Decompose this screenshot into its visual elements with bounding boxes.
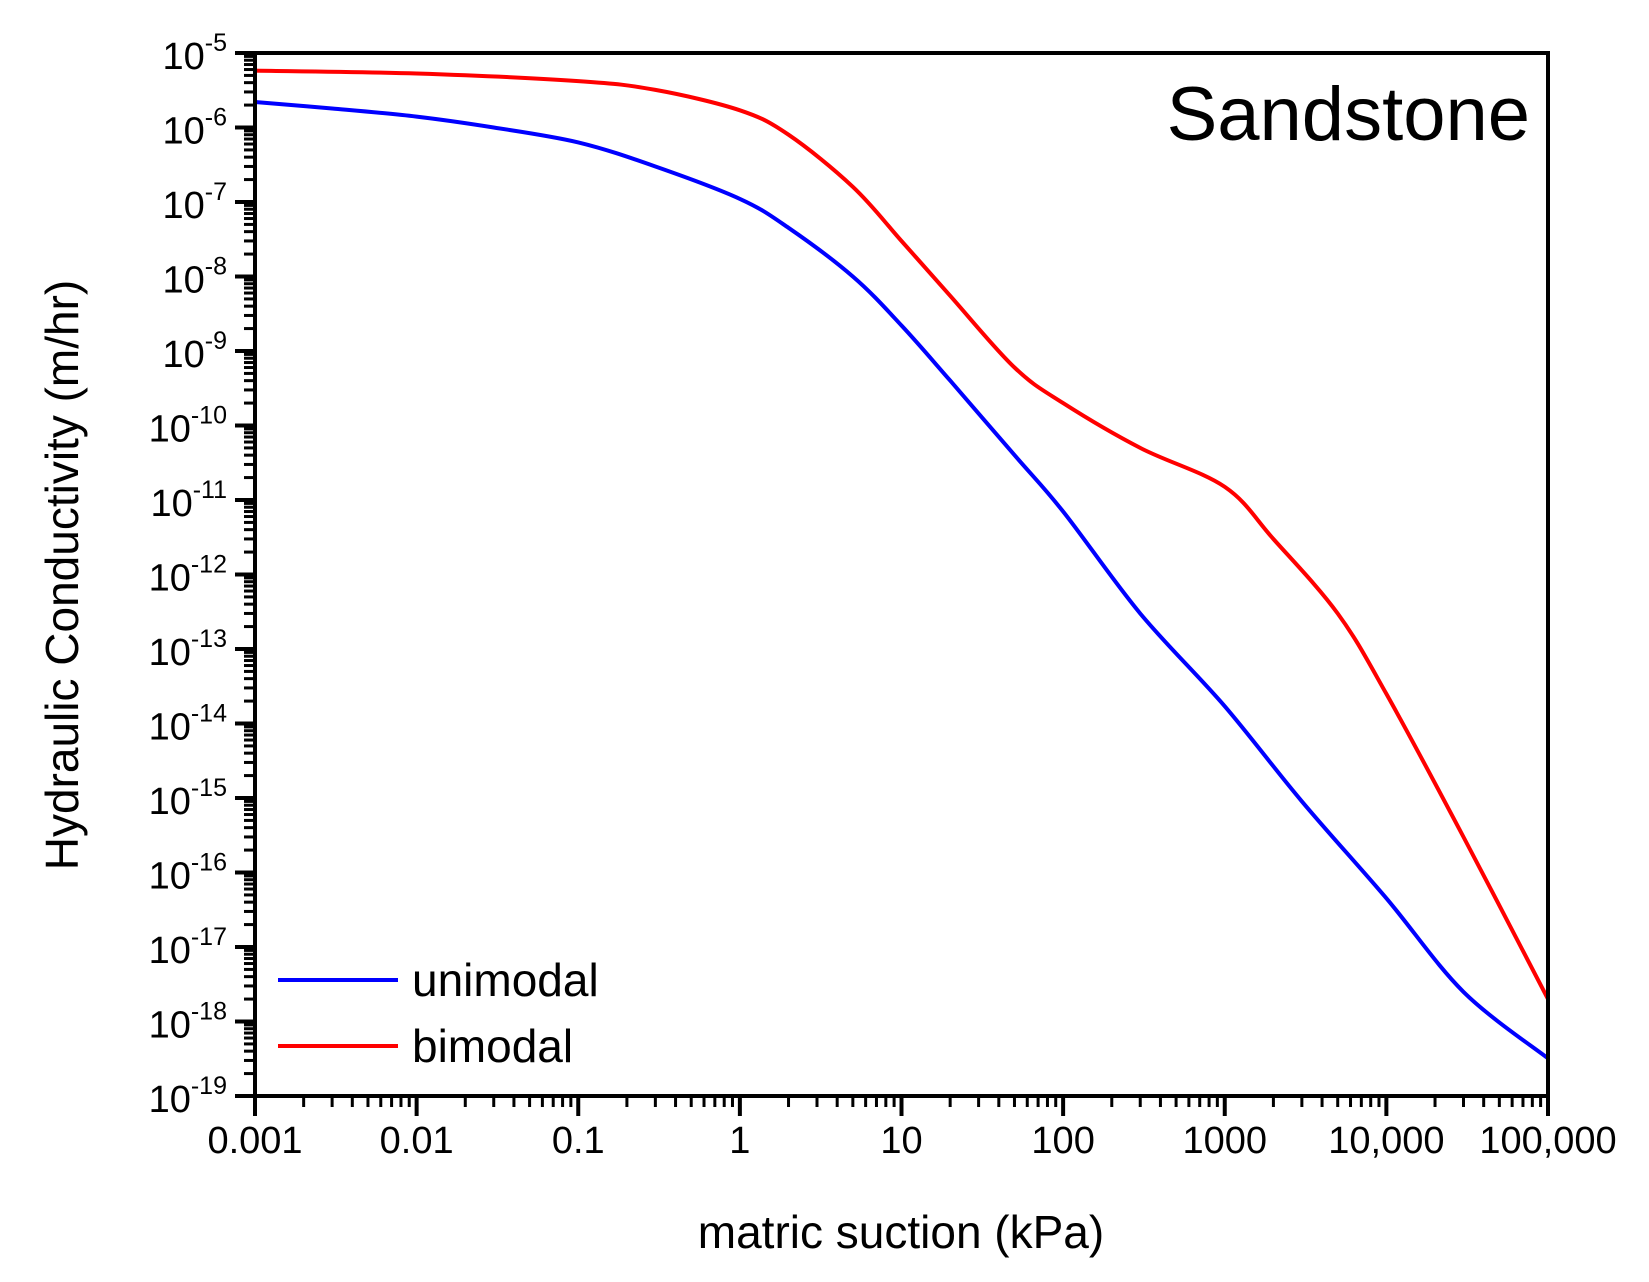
tick-layer	[235, 51, 1550, 1116]
label-layer: 0.001 0.01 0.1 1 10 100 1000 10,000 100,000 10-5 1…	[149, 29, 1617, 1162]
x-tick-label: 1000	[1182, 1120, 1267, 1162]
y-tick-label: 10-16	[149, 849, 227, 898]
y-tick-label: 10-7	[162, 178, 227, 227]
y-tick-label: 10-11	[150, 476, 227, 525]
x-axis-title: matric suction (kPa)	[698, 1206, 1104, 1258]
y-tick-label: 10-14	[149, 700, 228, 749]
y-tick-label: 10-19	[149, 1072, 227, 1121]
series-line-bimodal	[254, 68, 1550, 1001]
plot-frame	[253, 51, 1550, 1098]
legend-label-unimodal: unimodal	[412, 954, 599, 1006]
y-tick-label: 10-9	[162, 327, 227, 376]
y-tick-label: 10-18	[149, 998, 227, 1047]
x-tick-label: 0.1	[552, 1120, 605, 1162]
x-tick-label: 0.01	[380, 1120, 454, 1162]
series-layer	[254, 68, 1550, 1060]
legend: unimodal bimodal	[278, 954, 599, 1072]
x-tick-label: 100,000	[1479, 1120, 1616, 1162]
chart-title: Sandstone	[1167, 72, 1530, 157]
y-tick-label: 10-13	[149, 625, 227, 674]
y-tick-label: 10-15	[149, 774, 227, 823]
x-tick-label: 0.001	[207, 1120, 302, 1162]
y-tick-label: 10-5	[162, 29, 227, 78]
y-axis-title: Hydraulic Conductivity (m/hr)	[36, 280, 88, 870]
y-tick-label: 10-8	[162, 253, 227, 302]
x-tick-label: 10,000	[1328, 1120, 1444, 1162]
y-tick-label: 10-17	[149, 923, 227, 972]
series-line-unimodal	[254, 100, 1550, 1060]
y-tick-label: 10-12	[149, 551, 227, 600]
x-tick-label: 100	[1031, 1120, 1094, 1162]
y-tick-label: 10-6	[162, 104, 227, 153]
x-tick-label: 1	[729, 1120, 750, 1162]
y-tick-label: 10-10	[149, 402, 227, 451]
legend-label-bimodal: bimodal	[412, 1020, 573, 1072]
x-tick-label: 10	[880, 1120, 922, 1162]
